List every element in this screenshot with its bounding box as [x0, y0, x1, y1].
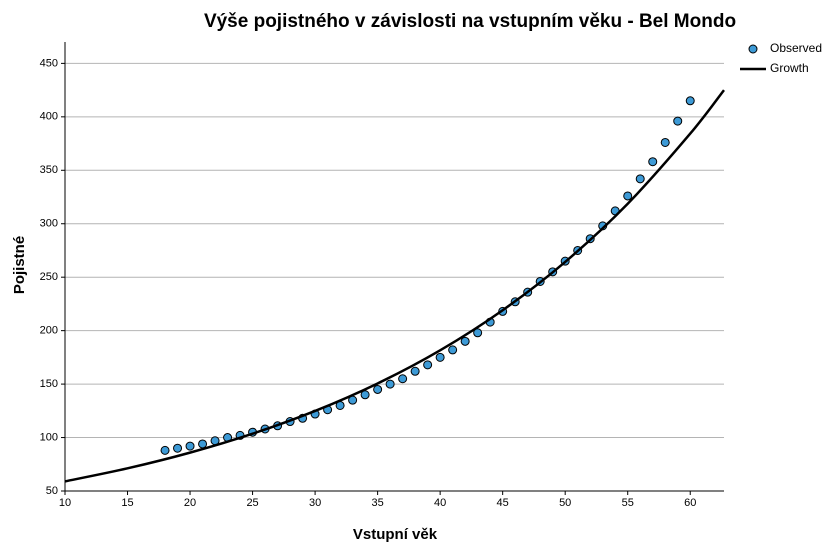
point: [410, 366, 420, 376]
y-tick-label: 100: [40, 431, 58, 443]
point: [660, 137, 670, 147]
point: [448, 345, 458, 355]
point: [685, 96, 695, 106]
y-tick-label: 350: [40, 164, 58, 176]
x-tick-label: 35: [371, 497, 383, 509]
point: [423, 360, 433, 370]
y-tick-label: 150: [40, 378, 58, 390]
x-tick-label: 40: [434, 497, 446, 509]
x-axis-label: Vstupní věk: [353, 526, 438, 543]
point: [185, 441, 195, 451]
point: [673, 116, 683, 126]
point: [648, 157, 658, 167]
y-tick-label: 400: [40, 111, 58, 123]
point: [435, 352, 445, 362]
y-tick-label: 250: [40, 271, 58, 283]
y-axis-label: Pojistné: [11, 236, 28, 294]
legend-label: Growth: [770, 61, 809, 75]
x-tick-label: 10: [59, 497, 71, 509]
point: [160, 445, 170, 455]
point: [623, 191, 633, 201]
legend-marker: [748, 44, 758, 54]
x-tick-label: 15: [121, 497, 133, 509]
point: [198, 439, 208, 449]
x-tick-label: 25: [246, 497, 258, 509]
point: [473, 328, 483, 338]
point: [373, 384, 383, 394]
chart-title: Výše pojistného v závislosti na vstupním…: [204, 11, 736, 32]
y-tick-label: 200: [40, 325, 58, 337]
point: [460, 336, 470, 346]
y-tick-label: 450: [40, 57, 58, 69]
growth-line: [64, 89, 725, 483]
x-tick-label: 55: [622, 497, 634, 509]
point: [398, 374, 408, 384]
x-tick-label: 20: [184, 497, 196, 509]
x-tick-label: 45: [497, 497, 509, 509]
x-tick-label: 50: [559, 497, 571, 509]
y-tick-label: 50: [46, 485, 58, 497]
point: [635, 174, 645, 184]
x-tick-label: 30: [309, 497, 321, 509]
x-tick-label: 60: [684, 497, 696, 509]
y-tick-label: 300: [40, 218, 58, 230]
point: [360, 390, 370, 400]
point: [173, 443, 183, 453]
point: [385, 379, 395, 389]
legend-label: Observed: [770, 41, 822, 55]
